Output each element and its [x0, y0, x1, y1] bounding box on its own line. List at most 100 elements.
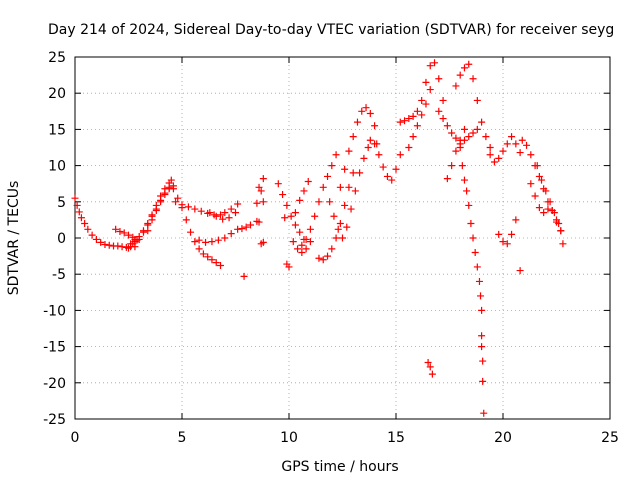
data-point — [448, 129, 456, 137]
data-point — [383, 172, 391, 180]
data-point — [478, 306, 486, 314]
data-point — [533, 162, 541, 170]
data-point — [401, 117, 409, 125]
data-point — [206, 209, 214, 217]
data-point — [283, 201, 291, 209]
data-point — [324, 172, 332, 180]
data-point — [187, 228, 195, 236]
data-point — [486, 151, 494, 159]
data-point — [503, 240, 511, 248]
series-arc-a — [71, 194, 141, 252]
data-point — [469, 234, 477, 242]
series-arc-u — [396, 59, 447, 126]
y-tick-label: 0 — [57, 231, 66, 247]
y-tick-label: 25 — [48, 50, 66, 66]
data-point — [413, 122, 421, 130]
data-point — [302, 235, 310, 243]
data-point — [460, 125, 468, 133]
data-point — [112, 225, 120, 233]
data-point — [538, 176, 546, 184]
series-arc-s — [336, 104, 381, 191]
data-point — [174, 194, 182, 202]
data-point — [152, 206, 160, 214]
data-point — [452, 134, 460, 142]
data-point — [349, 169, 357, 177]
data-point — [456, 136, 464, 144]
data-point — [127, 240, 135, 248]
data-point — [253, 199, 261, 207]
data-point — [460, 64, 468, 72]
data-point — [232, 209, 239, 217]
series-arc-i — [206, 209, 239, 223]
x-tick-label: 10 — [280, 430, 298, 446]
data-point — [315, 198, 323, 206]
data-point — [291, 221, 299, 229]
data-point — [349, 133, 357, 141]
data-point — [302, 245, 310, 253]
data-point — [499, 147, 507, 155]
series-arc-q — [315, 169, 357, 264]
data-point — [191, 205, 199, 213]
data-point — [475, 277, 483, 285]
data-point — [144, 227, 152, 235]
data-point — [518, 136, 526, 144]
series-arc-t — [371, 140, 404, 184]
data-point — [332, 234, 340, 242]
data-point — [178, 201, 186, 209]
series-arc-ab — [495, 216, 524, 275]
y-tick-label: -5 — [52, 267, 66, 283]
x-tick-label: 15 — [387, 430, 405, 446]
data-point — [405, 144, 413, 151]
y-axis-label: SDTVAR / TECUs — [6, 181, 22, 296]
y-tick-label: -25 — [43, 412, 66, 428]
data-point — [428, 370, 436, 378]
data-point — [418, 96, 426, 104]
data-point — [479, 377, 487, 385]
data-point — [71, 194, 79, 202]
series-arc-f — [169, 185, 225, 270]
data-point — [371, 122, 379, 130]
data-point — [535, 172, 543, 180]
data-point — [225, 214, 233, 222]
data-point — [298, 248, 306, 256]
data-point — [101, 241, 109, 249]
data-point — [92, 235, 100, 243]
data-point — [319, 256, 327, 264]
data-point — [478, 118, 486, 126]
data-point — [469, 75, 477, 83]
data-point — [326, 198, 334, 206]
data-point — [473, 263, 481, 271]
data-point — [336, 220, 344, 228]
data-point — [88, 231, 96, 239]
data-point — [535, 204, 543, 212]
data-point — [351, 187, 359, 195]
data-point — [435, 75, 443, 83]
data-point — [473, 125, 481, 133]
series-arc-y — [452, 60, 494, 151]
series-arc-ae — [533, 162, 563, 228]
data-point — [255, 183, 263, 191]
data-point — [255, 218, 263, 226]
data-point — [300, 187, 308, 195]
data-point — [452, 82, 460, 90]
data-point — [73, 201, 81, 209]
data-point — [281, 214, 289, 222]
data-point — [463, 187, 471, 195]
data-point — [413, 107, 421, 115]
y-tick-label: -20 — [43, 376, 66, 392]
data-point — [204, 253, 212, 261]
data-point — [366, 136, 374, 144]
data-point — [328, 162, 336, 170]
data-point — [443, 122, 451, 130]
x-tick-label: 25 — [601, 430, 619, 446]
series-arc-r — [326, 136, 374, 242]
data-point — [161, 191, 169, 199]
data-point — [456, 71, 464, 79]
series-drop — [456, 144, 488, 417]
data-point — [214, 236, 222, 244]
data-point — [208, 256, 216, 264]
data-point — [296, 196, 304, 204]
x-tick-label: 0 — [71, 430, 80, 446]
data-point — [81, 220, 89, 228]
